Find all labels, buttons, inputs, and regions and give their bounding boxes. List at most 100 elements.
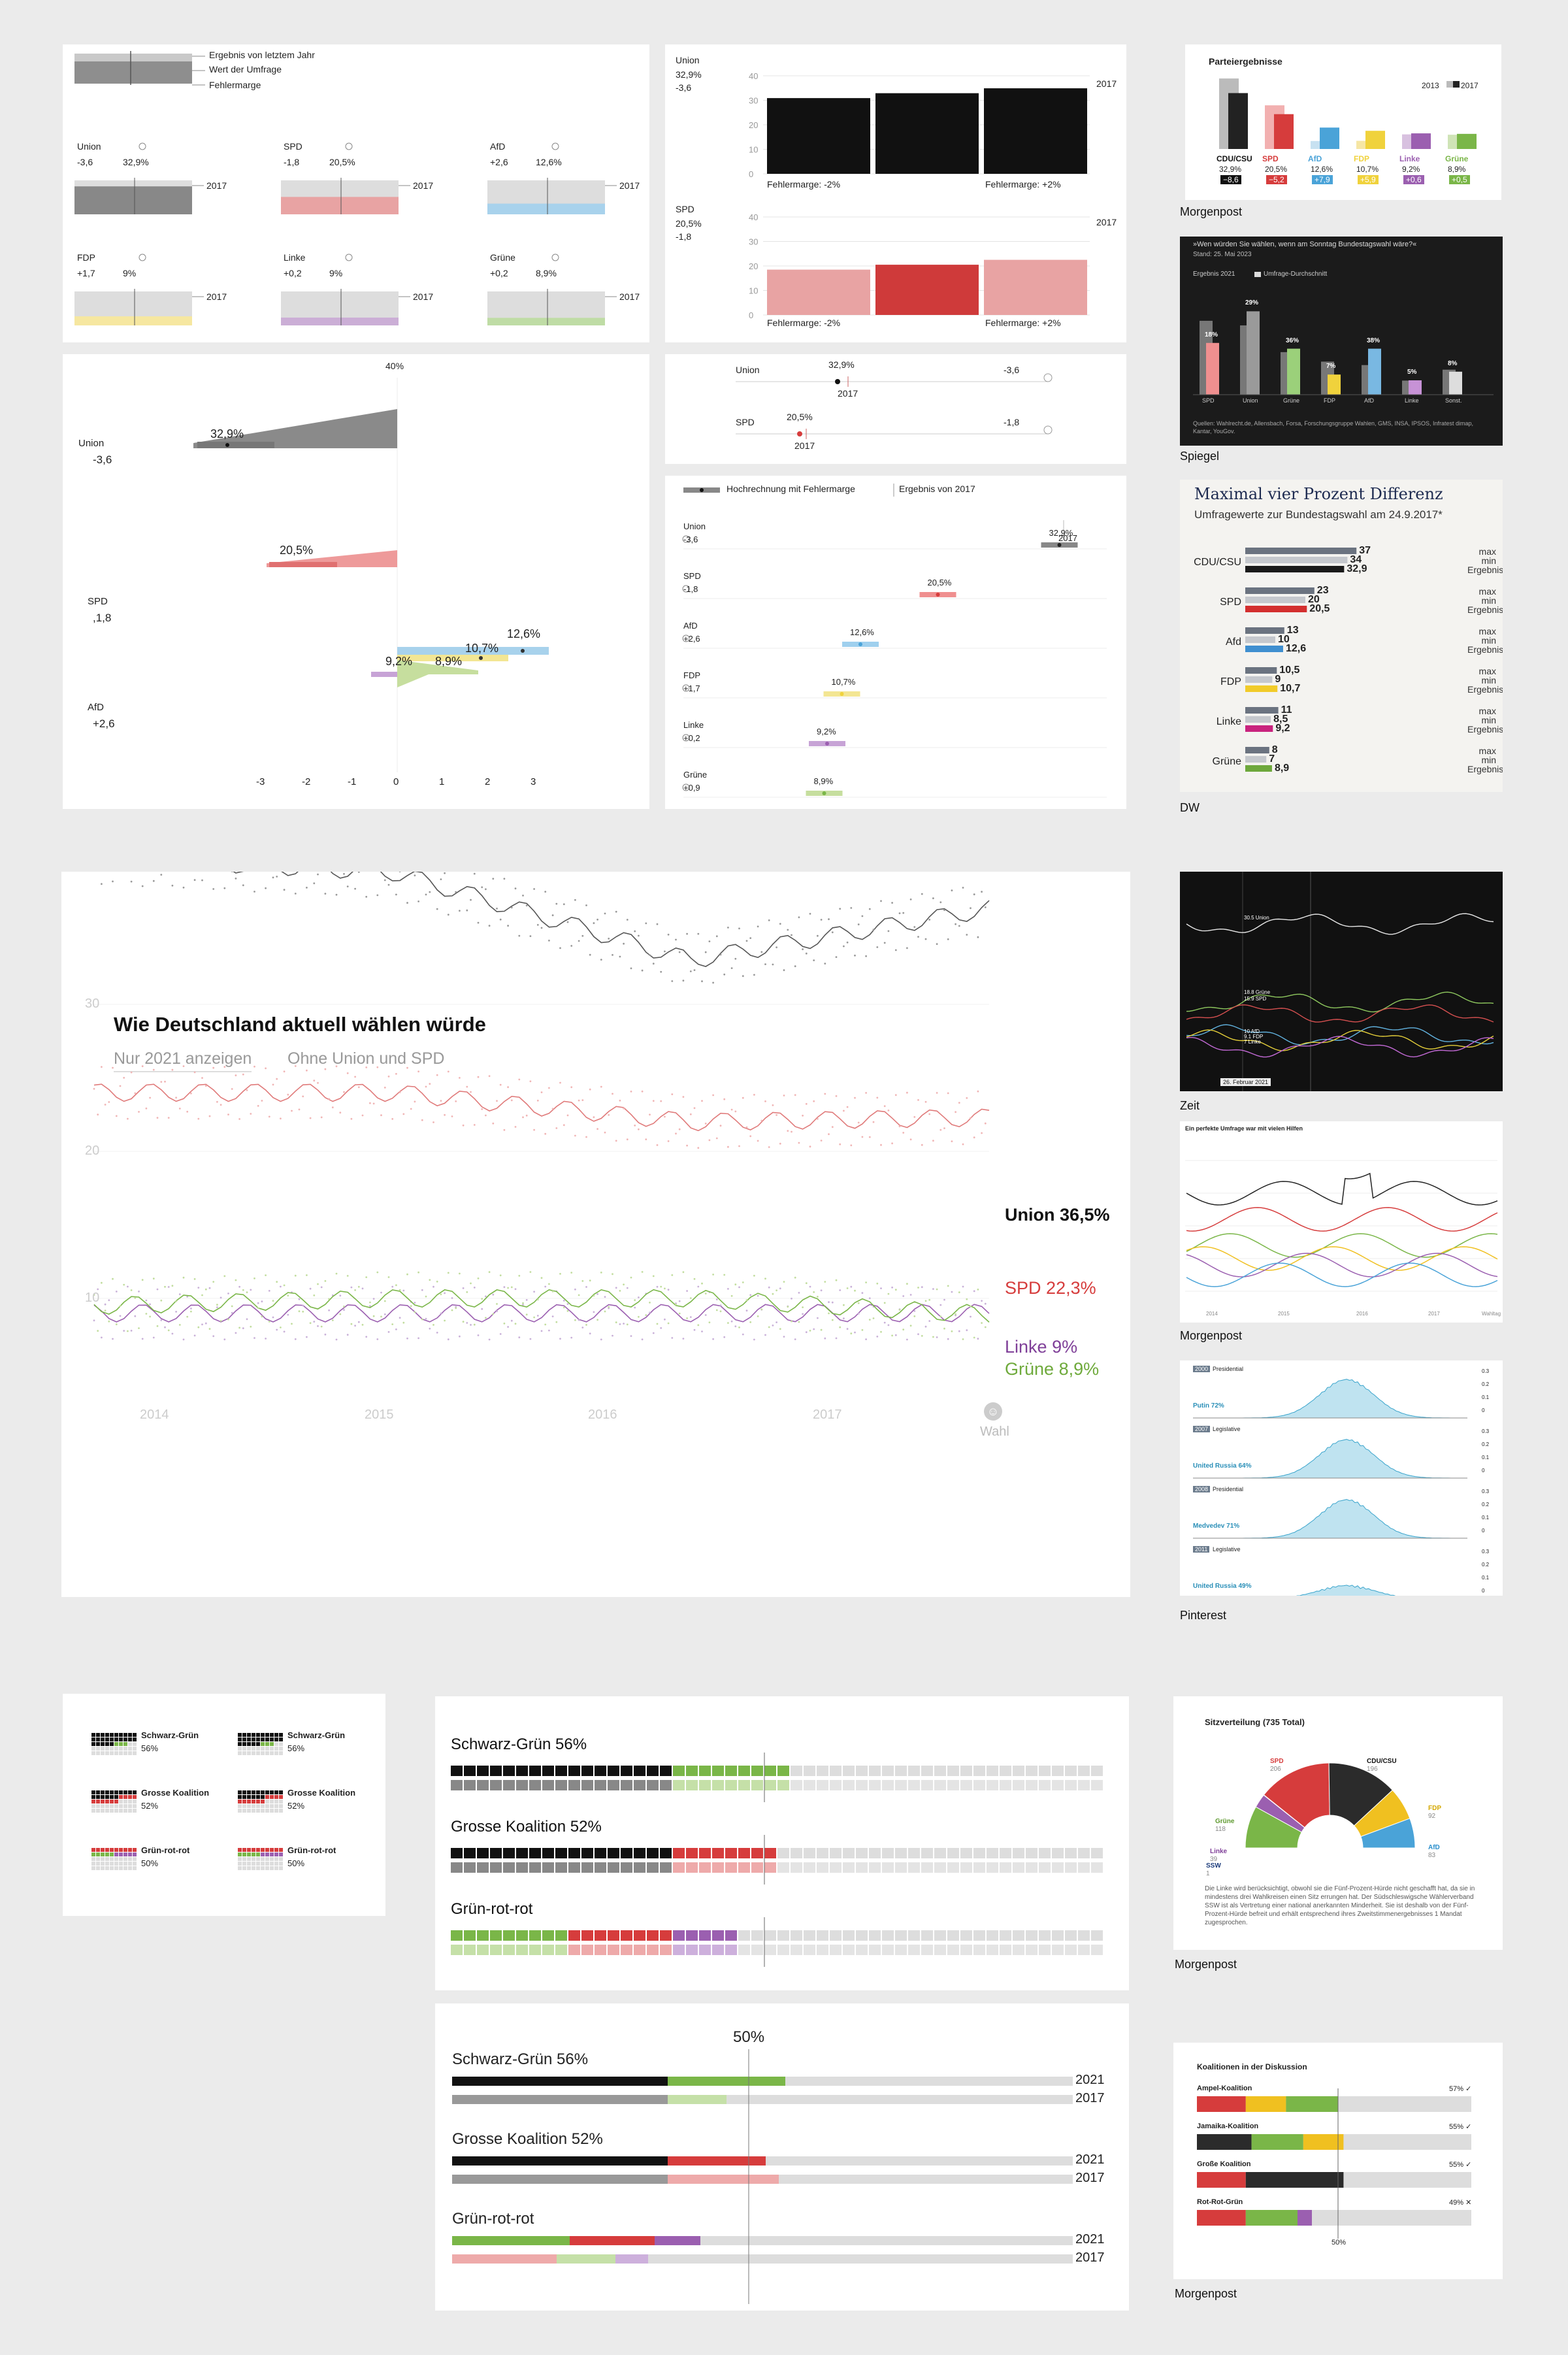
poll-dot bbox=[127, 1117, 129, 1120]
seat-block bbox=[712, 1766, 724, 1776]
poll-dot bbox=[939, 1128, 942, 1131]
poll-dot bbox=[936, 943, 938, 946]
poll-dot bbox=[563, 903, 565, 906]
poll-dot bbox=[391, 1323, 394, 1325]
poll-dot bbox=[600, 1272, 602, 1274]
poll-dot bbox=[872, 929, 875, 931]
row-change: +0,9 bbox=[683, 783, 700, 793]
seat-block-2017 bbox=[581, 1862, 593, 1873]
poll-dot bbox=[384, 1313, 386, 1315]
poll-dot bbox=[555, 902, 558, 905]
seat-block-2017 bbox=[595, 1945, 606, 1955]
bar bbox=[875, 265, 979, 315]
bar-label: Grüne bbox=[1283, 397, 1300, 404]
poll-dot bbox=[984, 906, 987, 908]
smiley-icon[interactable]: ☺ bbox=[984, 1402, 1002, 1421]
poll-dot bbox=[265, 1067, 267, 1070]
party-name: Grüne bbox=[490, 252, 515, 263]
waffle-cell bbox=[101, 1800, 105, 1803]
waffle-cell bbox=[256, 1862, 260, 1866]
info-icon bbox=[682, 684, 690, 692]
poll-dot bbox=[470, 1091, 472, 1093]
poll-dot bbox=[365, 1336, 368, 1338]
afd-value: 12,6% bbox=[507, 627, 541, 640]
poll-dot bbox=[261, 1300, 263, 1303]
poll-dot bbox=[492, 1293, 495, 1296]
poll-dot bbox=[417, 1271, 419, 1274]
poll-dot bbox=[563, 1300, 565, 1302]
poll-dot bbox=[664, 1287, 666, 1290]
waffle-cell bbox=[265, 1747, 269, 1751]
poll-dot bbox=[451, 1309, 453, 1311]
poll-dot bbox=[421, 1289, 423, 1291]
poll-dot bbox=[574, 1319, 576, 1321]
bar-label: AfD bbox=[1364, 397, 1375, 404]
poll-dot bbox=[160, 1081, 163, 1083]
waffle-cell bbox=[96, 1800, 100, 1803]
tab-without-union-spd[interactable]: Ohne Union und SPD bbox=[287, 1049, 445, 1068]
poll-dot bbox=[488, 925, 491, 927]
seat-block-2017 bbox=[869, 1862, 881, 1873]
poll-dot bbox=[507, 1287, 509, 1289]
poll-dot bbox=[287, 1313, 289, 1316]
waffle-cell bbox=[105, 1800, 109, 1803]
poll-dot bbox=[387, 883, 390, 886]
seat-block bbox=[595, 1848, 606, 1858]
poll-dot bbox=[719, 1304, 722, 1306]
waffle-cell bbox=[91, 1862, 95, 1866]
poll-dot bbox=[615, 1321, 617, 1324]
poll-dot bbox=[406, 1273, 408, 1276]
waffle-cell bbox=[256, 1733, 260, 1737]
poll-dot bbox=[738, 1286, 740, 1289]
seat-block bbox=[973, 1766, 985, 1776]
party-name: CDU/CSU bbox=[1217, 154, 1252, 163]
seat-block-2017 bbox=[934, 1945, 946, 1955]
poll-dot bbox=[559, 1081, 561, 1084]
waffle-cell bbox=[252, 1795, 255, 1799]
poll-dot bbox=[302, 1304, 304, 1307]
poll-dot bbox=[727, 1322, 729, 1324]
poll-dot bbox=[600, 1085, 602, 1088]
poll-dot bbox=[276, 876, 278, 878]
seat-block bbox=[477, 1848, 489, 1858]
tab-only-2021[interactable]: Nur 2021 anzeigen bbox=[114, 1049, 252, 1072]
seat-block-2017 bbox=[1078, 1862, 1090, 1873]
poll-dot bbox=[544, 1132, 547, 1135]
seat-block-2017 bbox=[634, 1862, 645, 1873]
poll-dot bbox=[149, 1315, 152, 1318]
poll-dot bbox=[302, 1095, 304, 1098]
seat-value: 39 bbox=[1210, 1856, 1218, 1863]
seat-block bbox=[581, 1766, 593, 1776]
poll-dot bbox=[380, 1291, 382, 1294]
seat-block bbox=[791, 1930, 802, 1941]
poll-dot bbox=[410, 1108, 412, 1110]
waffle-cell bbox=[242, 1790, 246, 1794]
dw-bar bbox=[1245, 667, 1277, 674]
waffle-cell bbox=[270, 1804, 274, 1808]
pin-axis: 0.1 bbox=[1482, 1455, 1490, 1460]
poll-dot bbox=[872, 1121, 875, 1123]
poll-dot bbox=[444, 872, 446, 874]
poll-dot bbox=[134, 1315, 137, 1317]
x-tick: 2014 bbox=[1206, 1311, 1218, 1317]
poll-dot bbox=[958, 1291, 960, 1294]
dw-bar-value: 8 bbox=[1271, 744, 1278, 755]
poll-dot bbox=[473, 1124, 476, 1126]
poll-dot bbox=[813, 1291, 815, 1293]
seat-block-2017 bbox=[490, 1862, 502, 1873]
seat-block-2017 bbox=[791, 1945, 802, 1955]
bar-2017 bbox=[1411, 133, 1431, 149]
poll-dot bbox=[104, 1309, 106, 1311]
axis-tick: 30 bbox=[749, 96, 758, 106]
waffle-cell bbox=[91, 1742, 95, 1746]
bar-segment bbox=[668, 2095, 727, 2104]
seat-block-2017 bbox=[1013, 1780, 1024, 1790]
poll-dot bbox=[772, 1104, 774, 1106]
poll-dot bbox=[178, 1324, 181, 1326]
coalition-value: 57% ✓ bbox=[1449, 2085, 1472, 2093]
poll-dot bbox=[682, 1271, 685, 1274]
poll-dot bbox=[115, 1115, 118, 1117]
poll-dot bbox=[861, 1136, 864, 1138]
waffle-cell bbox=[265, 1853, 269, 1856]
poll-dot bbox=[802, 1114, 804, 1117]
